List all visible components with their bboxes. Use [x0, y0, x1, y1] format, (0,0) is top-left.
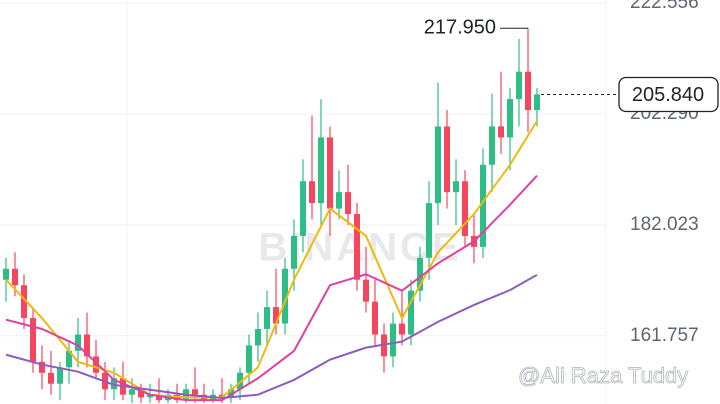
candle-body: [291, 235, 297, 269]
high-label: 217.950: [424, 16, 496, 38]
candle-body: [489, 126, 495, 165]
candle-body: [129, 389, 135, 395]
candle-body: [21, 285, 27, 319]
y-tick-label: 161.757: [630, 325, 699, 346]
candle-body: [498, 126, 504, 138]
candle-body: [435, 126, 441, 204]
candle-body: [507, 99, 513, 138]
candle-body: [138, 389, 144, 398]
candle-body: [3, 268, 9, 280]
candle-body: [237, 372, 243, 390]
candle-body: [228, 389, 234, 398]
candle-body: [75, 334, 81, 351]
moving-average: [5, 273, 538, 399]
candle-body: [408, 290, 414, 335]
candle-body: [354, 214, 360, 280]
candle-body: [273, 307, 279, 324]
candle-body: [264, 307, 270, 330]
candle-body: [255, 329, 261, 346]
candle-body: [30, 318, 36, 362]
candle-body: [147, 394, 153, 398]
candle-body: [12, 268, 18, 286]
candle-body: [372, 301, 378, 335]
candle-body: [93, 356, 99, 373]
candle-body: [336, 192, 342, 209]
candle-body: [534, 94, 540, 111]
candle-body: [156, 394, 162, 401]
candle-body: [390, 323, 396, 357]
candle-body: [282, 268, 288, 324]
candle-body: [39, 361, 45, 373]
candle-body: [417, 257, 423, 291]
y-tick-label: 182.023: [630, 214, 699, 235]
candle-body: [48, 372, 54, 384]
credit: @Ali Raza Tuddy: [518, 363, 688, 388]
candle-body: [192, 389, 198, 395]
candle-body: [399, 323, 405, 335]
moving-average: [5, 175, 538, 402]
candle-body: [66, 350, 72, 368]
candle-body: [309, 181, 315, 204]
candle-body: [525, 71, 531, 111]
last-price-label: 205.840: [632, 84, 704, 106]
candle-body: [318, 137, 324, 204]
candle-body: [111, 378, 117, 390]
candle-body: [444, 126, 450, 193]
candle-body: [480, 164, 486, 247]
candle-body: [246, 345, 252, 373]
candle-body: [327, 137, 333, 209]
candle-body: [84, 334, 90, 357]
candle-body: [219, 394, 225, 398]
candle-body: [345, 192, 351, 215]
moving-average: [5, 120, 538, 399]
candle-body: [453, 181, 459, 193]
candle-body: [462, 181, 468, 236]
candle-body: [516, 71, 522, 100]
y-tick-label: 222.556: [630, 0, 699, 13]
candle-body: [426, 203, 432, 258]
candle-body: [300, 181, 306, 236]
candle-body: [363, 279, 369, 302]
last-price-box: [618, 76, 719, 113]
candle-body: [57, 367, 63, 384]
